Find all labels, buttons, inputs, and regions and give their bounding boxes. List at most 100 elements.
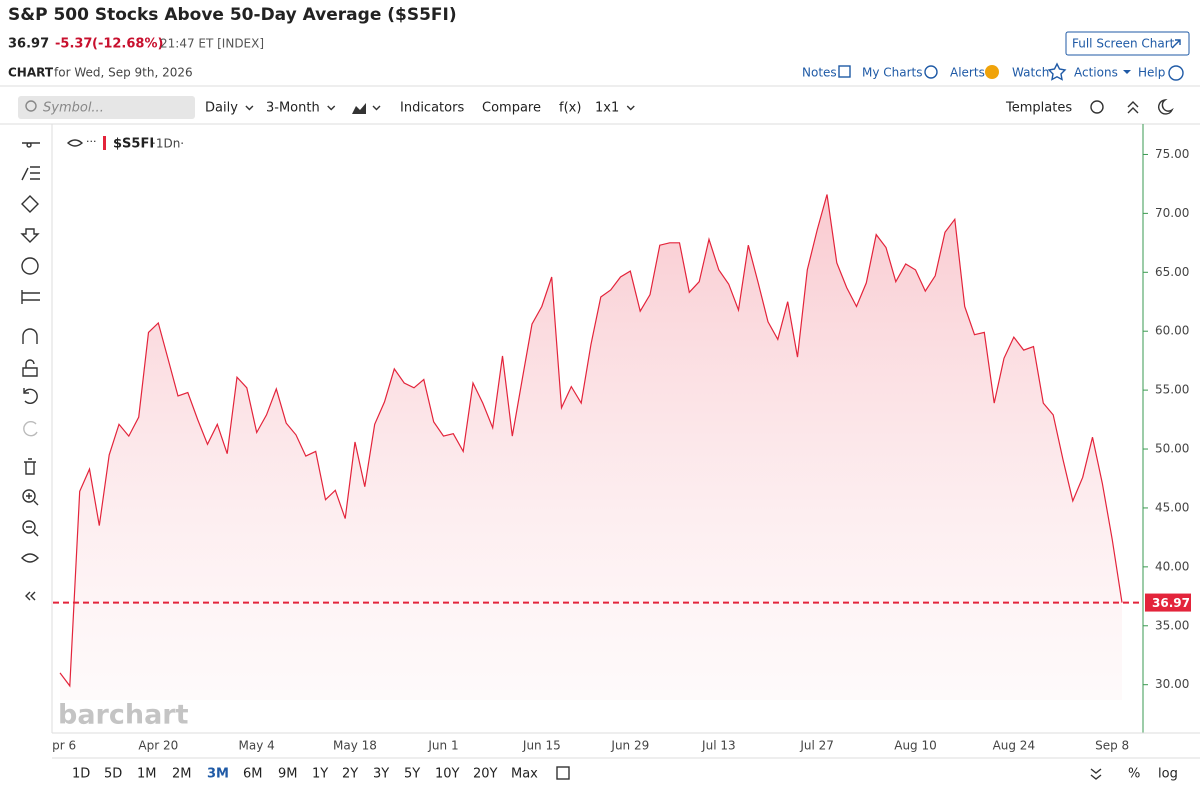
range-button[interactable]: 2M [172,767,192,782]
last-value-box [1145,593,1191,612]
last-value-label: 36.97 [1152,596,1190,610]
plot: Apr 6 Apr 20 May 4 May 18 Jun 1 Jun 15 Jun 29 J… [44,194,1129,753]
toolbar: Daily 3-Month Indicators Compare f(x) 1x1 [205,101,635,116]
tool-icon[interactable] [21,166,40,181]
range-button[interactable]: 1M [137,767,157,782]
collapse-tools[interactable] [25,591,36,601]
y-tick-label: 60.00 [1155,324,1189,338]
header-link[interactable]: Watch [1012,66,1049,80]
range-button[interactable]: 1Y [312,767,328,782]
redo-icon[interactable] [23,421,38,437]
chart-label: CHART [8,66,54,80]
y-tick-label: 55.00 [1155,383,1189,397]
x-tick-label: Sep 8 [1095,739,1129,753]
range-button[interactable]: 1D [72,767,90,782]
x-tick-label: May 4 [239,739,275,753]
tool-icon[interactable] [21,195,39,213]
tool-icon[interactable] [22,142,40,148]
range-button[interactable]: 20Y [473,767,498,782]
alert-badge[interactable] [985,65,999,79]
dropdown-caret[interactable] [327,105,336,111]
header-link[interactable]: My Charts [862,66,923,80]
full-screen-button[interactable] [1065,31,1190,56]
range-button[interactable]: 6M [243,767,263,782]
area-fill [60,194,1122,700]
watch-star[interactable] [1047,62,1067,81]
toolbar-item[interactable]: Compare [482,101,541,116]
actions-caret[interactable] [1123,70,1131,74]
x-tick-label: Aug 24 [993,739,1036,753]
theme-icon[interactable] [1157,99,1174,115]
tool-icon[interactable] [21,257,39,275]
toolbar-item[interactable]: f(x) [559,101,581,116]
undo-icon[interactable] [23,388,38,404]
toolbar-item[interactable]: 3-Month [266,101,320,116]
header-link[interactable]: Alerts [950,66,985,80]
drawing-tools [20,142,40,601]
full-screen-label[interactable]: Full Screen Chart [1072,37,1175,51]
collapse-icon[interactable] [1127,101,1139,114]
y-tick-label: 30.00 [1155,677,1189,691]
dropdown-caret[interactable] [245,105,254,111]
tool-icon[interactable] [21,290,40,304]
legend-name: $S5FI [113,137,154,152]
lock-icon[interactable] [22,359,38,377]
x-tick-label: Jun 29 [610,739,649,753]
header-links: Notes My Charts Alerts Watch Actions Help [802,62,1184,81]
y-tick-label: 35.00 [1155,618,1189,632]
eye-icon[interactable] [21,553,39,563]
toolbar-item[interactable]: Indicators [400,101,464,116]
zoom-in-icon[interactable] [22,489,36,503]
chart-date: for Wed, Sep 9th, 2026 [54,66,193,80]
toolbar-item[interactable]: Daily [205,101,238,116]
magnet-icon[interactable] [22,328,38,344]
range-button[interactable]: 3M [207,767,229,782]
range-bar: 1D 5D 1M 2M 3M 6M 9M 1Y 2Y 3Y 5Y 10Y 20Y Max% log [72,767,1178,782]
y-tick-label: 75.00 [1155,147,1189,161]
range-chevron[interactable] [1090,768,1102,780]
x-tick-label: May 18 [333,739,377,753]
range-button[interactable]: 5Y [404,767,420,782]
zoom-out-icon[interactable] [26,526,39,537]
dropdown-caret[interactable] [626,105,635,111]
templates[interactable]: Templates [1005,101,1072,116]
change-pct: (-12.68%) [92,37,163,52]
y-tick-label: 70.00 [1155,206,1189,220]
range-button[interactable]: 2Y [342,767,358,782]
delete-icon[interactable] [24,458,36,475]
range-button[interactable]: 9M [278,767,298,782]
range-option[interactable]: % [1128,767,1140,782]
zoom-in-icon[interactable] [26,493,39,506]
tool-icon[interactable] [20,228,40,243]
range-button[interactable]: 5D [104,767,122,782]
legend-swatch [103,136,106,150]
symbol-input[interactable] [18,96,195,119]
legend-menu[interactable]: ··· [86,135,97,148]
settings-icon[interactable] [1090,100,1104,114]
last-price: 36.97 [8,37,49,52]
chart-type-icon[interactable] [352,103,366,114]
header-link[interactable]: Actions [1074,66,1118,80]
full-screen-icon[interactable] [1171,39,1181,49]
range-button[interactable]: 10Y [435,767,460,782]
x-tick-label: Jun 15 [522,739,561,753]
x-tick-label: Apr 6 [44,739,76,753]
toolbar-item[interactable]: 1x1 [595,101,619,116]
help-icon[interactable] [1168,65,1184,81]
notes-icon[interactable] [838,65,851,78]
y-tick-label: 65.00 [1155,265,1189,279]
y-tick-label: 45.00 [1155,500,1189,514]
legend-eye[interactable] [66,139,84,147]
symbol-placeholder[interactable]: Symbol... [43,101,104,116]
header-link[interactable]: Notes [802,66,837,80]
zoom-out-icon[interactable] [22,520,36,534]
dropdown-caret[interactable] [372,105,381,111]
add-icon[interactable] [924,65,938,79]
range-button[interactable]: 3Y [373,767,389,782]
header-link[interactable]: Help [1138,66,1165,80]
range-option[interactable]: log [1158,767,1178,782]
calendar-icon[interactable] [556,766,570,780]
range-button[interactable]: Max [511,767,538,782]
x-tick-label: Apr 20 [138,739,178,753]
